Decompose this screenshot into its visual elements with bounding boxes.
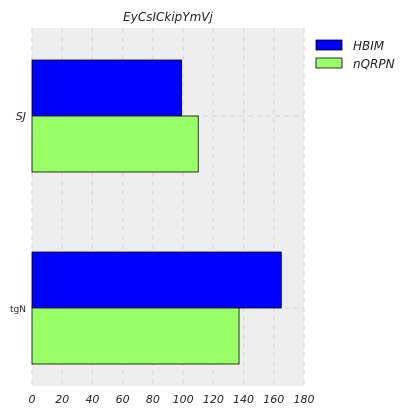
legend-swatch	[315, 39, 343, 51]
bar-HBIM-tgN	[31, 251, 282, 309]
legend-swatch	[315, 57, 343, 69]
x-tick-label: 40	[85, 393, 99, 406]
bars	[31, 59, 282, 365]
x-tick-label: 160	[263, 393, 284, 406]
legend-label: nQRPN	[353, 57, 395, 71]
x-tick-label: 20	[55, 393, 69, 406]
legend: HBIM nQRPN	[315, 39, 395, 71]
x-tick-label: 0	[29, 393, 36, 406]
category-labels: SJ tgN	[10, 110, 26, 315]
x-tick-label: 80	[146, 393, 160, 406]
x-tick-labels: 0 20 40 60 80 100 120 140 160 180	[29, 393, 315, 406]
x-tick-label: 180	[294, 393, 315, 406]
legend-label: HBIM	[353, 39, 385, 53]
category-label: tgN	[10, 305, 26, 315]
bar-nQRPN-tgN	[31, 307, 240, 365]
x-tick-label: 60	[116, 393, 130, 406]
x-tick-label: 140	[233, 393, 254, 406]
chart-title: EyCsICkipYmVj	[123, 10, 213, 24]
x-tick-label: 120	[203, 393, 224, 406]
bar-HBIM-SJ	[31, 59, 183, 117]
x-tick-label: 100	[173, 393, 194, 406]
bar-nQRPN-SJ	[31, 115, 199, 173]
category-label: SJ	[16, 110, 26, 123]
